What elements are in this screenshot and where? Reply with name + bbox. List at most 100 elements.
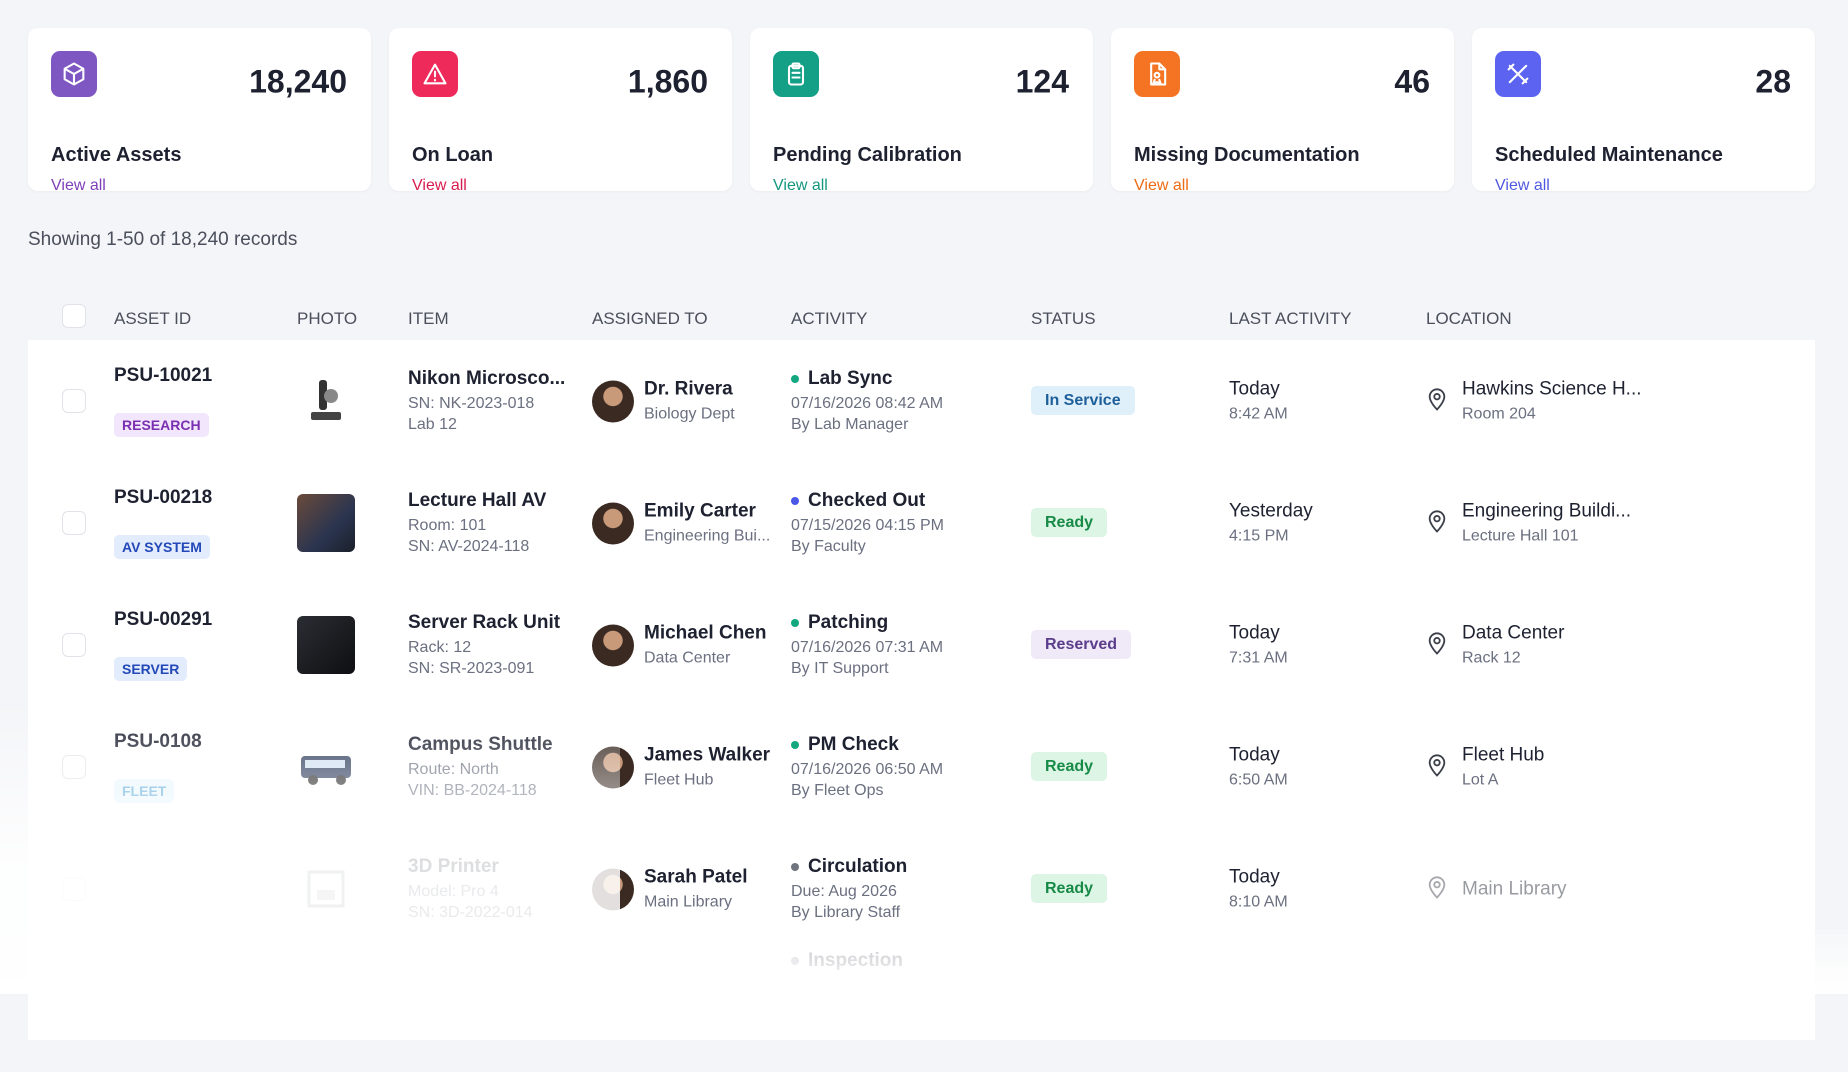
item-detail: Room: 101 [408,517,487,534]
row-checkbox[interactable] [62,511,86,535]
last-activity-day: Today [1229,866,1280,888]
assignee-dept: Main Library [644,893,733,911]
card-value: 18,240 [249,63,347,100]
asset-photo [297,616,355,674]
assignee-name: Sarah Patel [644,866,748,888]
activity-detail: By Library Staff [791,904,901,921]
activity-dot [791,740,799,749]
asset-id-cell: PSU-0108 FLEET [114,731,202,803]
icon-glyph [63,62,85,86]
avatar [592,868,634,910]
stat-card: 18,240 Active Assets View all [28,28,371,194]
assignee-text: Michael Chen Data Center [644,623,766,668]
assigned-cell: Emily Carter Engineering Bui... [592,501,770,546]
photo-drawing [307,870,345,908]
pin-icon [1428,876,1446,899]
activity-dot [791,496,799,505]
activity-detail: By Faculty [791,538,866,555]
stat-card: 1,860 On Loan View all [389,28,732,194]
assignee: James Walker Fleet Hub [592,745,770,790]
activity-name: Patching [808,612,889,633]
status-badge: Reserved [1031,630,1132,659]
location-name: Engineering Buildi... [1462,500,1631,522]
asset-tag: SERVER [114,657,188,681]
location: Fleet Hub Lot A [1426,745,1544,790]
asset-photo [297,738,355,796]
last-activity-day: Today [1229,378,1280,400]
activity-title: Inspection [791,950,903,972]
assigned-cell: Sarah Patel Main Library [592,867,748,912]
activity-cell: PM Check 07/16/2026 06:50 AM By Fleet Ops [791,734,943,800]
asset-photo [297,860,355,918]
status-badge: Ready [1031,752,1108,781]
select-all-checkbox[interactable] [62,304,86,328]
table-row: Inspection [28,950,1815,1072]
assignee-dept: Engineering Bui... [644,527,771,545]
location: Main Library [1426,874,1567,905]
location-text: Engineering Buildi... Lecture Hall 101 [1462,501,1631,546]
card-icon [773,51,819,97]
assignee-text: Emily Carter Engineering Bui... [644,501,770,546]
activity-detail: 07/15/2026 04:15 PM [791,517,945,534]
last-activity-day: Today [1229,622,1280,644]
activity-detail: By Fleet Ops [791,782,884,799]
location-detail: Lecture Hall 101 [1462,527,1579,545]
assignee-name: James Walker [644,744,771,766]
location-detail: Rack 12 [1462,649,1521,667]
page: 18,240 Active Assets View all 1,860 On Loan V… [0,28,1848,1040]
view-all-link[interactable]: View all [1495,177,1550,194]
row-checkbox[interactable] [62,389,86,413]
asset-id-cell: PSU-00291 SERVER [114,609,212,681]
item-detail: SN: SR-2023-091 [408,660,535,677]
table-row: PSU-00291 SERVER Server Rack Unit Rack: 12 S… [28,584,1815,706]
pin-icon [1428,388,1446,411]
item-detail: Lab 12 [408,416,457,433]
item-name: Nikon Microsco... [408,368,566,389]
last-activity-cell: Today 8:42 AM [1229,379,1288,424]
activity-detail: Due: Aug 2026 [791,883,897,900]
activity-dot [791,862,799,871]
photo-cell [297,616,355,674]
photo-cell [297,860,355,918]
location-name: Main Library [1462,878,1567,899]
view-all-link[interactable]: View all [412,177,467,194]
location: Hawkins Science H... Room 204 [1426,379,1642,424]
card-label: Scheduled Maintenance [1495,144,1723,166]
column-header: PHOTO [297,309,358,328]
row-checkbox[interactable] [62,755,86,779]
table-row: PSU-10021 RESEARCH Nikon Microsco... SN: NK… [28,340,1815,462]
activity-title: Patching [791,612,943,634]
view-all-link[interactable]: View all [51,177,106,194]
item-detail: Route: North [408,761,499,778]
column-header: LAST ACTIVITY [1229,309,1352,328]
activity-detail: 07/16/2026 08:42 AM [791,395,944,412]
status-cell: Reserved [1031,630,1132,659]
asset-id: PSU-0108 [114,731,202,752]
card-icon [51,51,97,97]
row-checkbox[interactable] [62,633,86,657]
view-all-link[interactable]: View all [1134,177,1189,194]
card-value: 124 [1015,63,1069,100]
row-checkbox[interactable] [62,877,86,901]
view-all-link[interactable]: View all [773,177,828,194]
last-activity-cell: Today 8:10 AM [1229,867,1288,912]
last-activity-day: Yesterday [1229,500,1313,522]
location-text: Data Center Rack 12 [1462,623,1564,668]
card-value: 28 [1755,63,1791,100]
last-activity-cell: Today 7:31 AM [1229,623,1288,668]
activity-title: Checked Out [791,490,944,512]
asset-photo [297,494,355,552]
location: Data Center Rack 12 [1426,623,1564,668]
item-cell: Lecture Hall AV Room: 101 SN: AV-2024-118 [408,490,546,556]
records-summary: Showing 1-50 of 18,240 records [28,229,298,250]
location-cell: Hawkins Science H... Room 204 [1426,379,1642,424]
location-text: Fleet Hub Lot A [1462,745,1544,790]
assignee-dept: Fleet Hub [644,771,714,789]
pin-icon [1428,632,1446,655]
pin-icon [1428,754,1446,777]
location-pin [1426,508,1448,539]
asset-id-cell: PSU-10021 RESEARCH [114,365,212,437]
location-text: Main Library [1462,878,1567,900]
avatar [592,746,634,788]
icon-glyph [1150,62,1167,86]
